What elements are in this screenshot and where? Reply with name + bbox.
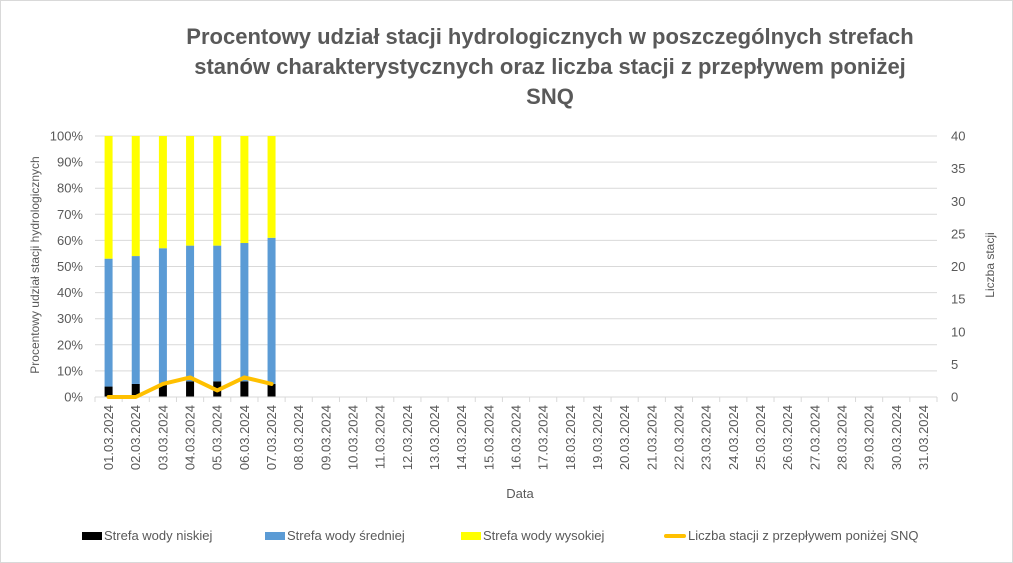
- x-tick-label: 16.03.2024: [509, 405, 524, 470]
- y-left-tick-label: 90%: [57, 155, 83, 170]
- x-tick-label: 09.03.2024: [318, 405, 333, 470]
- y-left-tick-label: 0%: [64, 390, 83, 405]
- legend-label-low: Strefa wody niskiej: [104, 528, 213, 543]
- bar-segment: [213, 136, 222, 246]
- bar-segment: [158, 248, 167, 384]
- bar-segment: [186, 381, 195, 397]
- x-tick-label: 24.03.2024: [726, 405, 741, 470]
- legend: Strefa wody niskiej Strefa wody średniej…: [0, 528, 1013, 548]
- x-tick-label: 15.03.2024: [481, 405, 496, 470]
- bar-segment: [158, 383, 167, 397]
- x-tick-label: 29.03.2024: [862, 405, 877, 470]
- legend-label-snq: Liczba stacji z przepływem poniżej SNQ: [688, 528, 919, 543]
- y-left-tick-label: 50%: [57, 259, 83, 274]
- bar-segment: [240, 381, 249, 397]
- bar-segment: [267, 383, 276, 397]
- gridlines: [95, 135, 937, 372]
- x-tick-label: 04.03.2024: [183, 405, 198, 470]
- x-tick-label: 05.03.2024: [210, 405, 225, 470]
- legend-label-high: Strefa wody wysokiej: [483, 528, 605, 543]
- legend-swatch-snq: [664, 533, 686, 538]
- snq-line: [106, 375, 274, 399]
- y-right-tick-label: 10: [951, 324, 965, 339]
- x-tick-label: 08.03.2024: [291, 405, 306, 470]
- legend-swatch-medium: [265, 531, 285, 540]
- y-right-tick-label: 15: [951, 292, 965, 307]
- x-tick-label: 28.03.2024: [834, 405, 849, 470]
- chart-title-line-1: Procentowy udział stacji hydrologicznych…: [186, 24, 914, 49]
- x-tick-label: 02.03.2024: [128, 405, 143, 470]
- y-left-tick-label: 20%: [57, 337, 83, 352]
- x-tick-label: 13.03.2024: [427, 405, 442, 470]
- x-tick-label: 07.03.2024: [264, 405, 279, 470]
- y-axis-left-ticks: 0% 10% 20% 30% 40% 50% 60% 70% 80% 90% 100%: [50, 129, 84, 405]
- bar-segment: [158, 136, 167, 249]
- y-left-tick-label: 100%: [50, 129, 84, 144]
- stacked-bars: [104, 136, 276, 397]
- x-tick-label: 11.03.2024: [373, 405, 388, 469]
- chart-title-line-3: SNQ: [526, 84, 574, 109]
- bar-segment: [131, 136, 140, 257]
- x-axis: 01.03.2024 02.03.2024 03.03.2024 04.03.2024…: [94, 396, 938, 470]
- bar-segment: [186, 136, 195, 246]
- y-left-tick-label: 40%: [57, 285, 83, 300]
- y-right-tick-label: 25: [951, 226, 965, 241]
- y-left-tick-label: 60%: [57, 233, 83, 248]
- bar-segment: [213, 245, 222, 382]
- x-tick-label: 06.03.2024: [237, 405, 252, 470]
- bar-segment: [131, 383, 140, 397]
- x-tick-label: 23.03.2024: [699, 405, 714, 470]
- y-left-tick-label: 10%: [57, 363, 83, 378]
- x-axis-title: Data: [506, 486, 534, 501]
- x-tick-label: 22.03.2024: [671, 405, 686, 470]
- y-right-tick-label: 35: [951, 161, 965, 176]
- bar-segment: [267, 237, 276, 384]
- y-right-tick-label: 30: [951, 194, 965, 209]
- y-left-tick-label: 70%: [57, 207, 83, 222]
- y-right-tick-label: 0: [951, 390, 958, 405]
- x-tick-label: 17.03.2024: [536, 405, 551, 470]
- x-tick-label: 18.03.2024: [563, 405, 578, 470]
- legend-swatch-high: [461, 531, 481, 540]
- x-tick-label: 26.03.2024: [780, 405, 795, 470]
- bar-segment: [267, 136, 276, 238]
- x-tick-label: 19.03.2024: [590, 405, 605, 470]
- x-tick-label: 21.03.2024: [644, 405, 659, 470]
- legend-label-medium: Strefa wody średniej: [287, 528, 405, 543]
- bar-segment: [186, 245, 195, 382]
- y-right-tick-label: 5: [951, 357, 958, 372]
- bar-segment: [240, 243, 249, 382]
- legend-swatch-low: [82, 531, 102, 540]
- bar-segment: [104, 258, 113, 387]
- legend-item-snq: Liczba stacji z przepływem poniżej SNQ: [664, 528, 918, 543]
- bar-segment: [104, 386, 113, 397]
- snq-line-series: [106, 375, 274, 399]
- bar-segment: [131, 256, 140, 384]
- bar-segment: [240, 136, 249, 244]
- chart-title: Procentowy udział stacji hydrologicznych…: [150, 22, 950, 112]
- y-left-tick-label: 80%: [57, 181, 83, 196]
- y-right-tick-label: 20: [951, 259, 965, 274]
- y-left-tick-label: 30%: [57, 311, 83, 326]
- x-tick-label: 20.03.2024: [617, 405, 632, 470]
- x-tick-label: 31.03.2024: [916, 405, 931, 470]
- x-tick-label: 14.03.2024: [454, 405, 469, 470]
- x-tick-label: 25.03.2024: [753, 405, 768, 470]
- x-tick-label: 12.03.2024: [400, 405, 415, 470]
- legend-item-high: Strefa wody wysokiej: [461, 528, 604, 543]
- y-right-tick-label: 40: [951, 129, 965, 144]
- y-axis-right-ticks: 0 5 10 15 20 25 30 35 40: [951, 129, 965, 405]
- x-tick-label: 30.03.2024: [889, 405, 904, 470]
- x-tick-label: 27.03.2024: [807, 405, 822, 470]
- bar-segment: [104, 136, 113, 259]
- x-tick-label: 01.03.2024: [101, 405, 116, 470]
- x-tick-label: 10.03.2024: [346, 405, 361, 470]
- x-tick-label: 03.03.2024: [155, 405, 170, 470]
- legend-item-low: Strefa wody niskiej: [82, 528, 212, 543]
- chart-title-line-2: stanów charakterystycznych oraz liczba s…: [194, 54, 906, 79]
- legend-item-medium: Strefa wody średniej: [265, 528, 405, 543]
